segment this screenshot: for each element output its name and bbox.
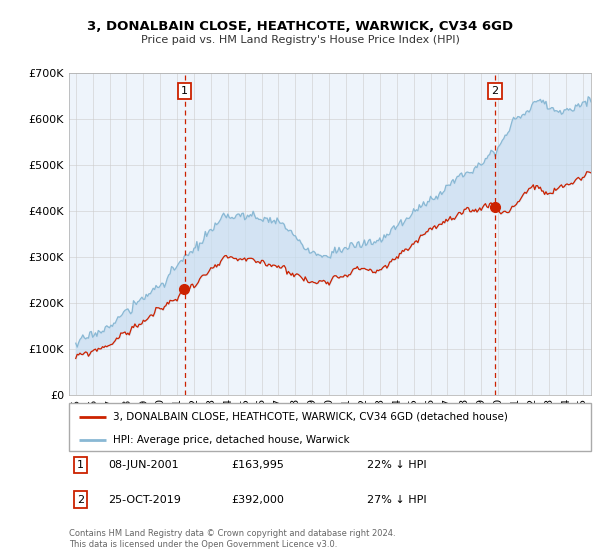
- Text: 3, DONALBAIN CLOSE, HEATHCOTE, WARWICK, CV34 6GD (detached house): 3, DONALBAIN CLOSE, HEATHCOTE, WARWICK, …: [113, 412, 508, 422]
- Text: 2: 2: [491, 86, 499, 96]
- Text: 27% ↓ HPI: 27% ↓ HPI: [367, 494, 426, 505]
- Text: Contains HM Land Registry data © Crown copyright and database right 2024.
This d: Contains HM Land Registry data © Crown c…: [69, 529, 395, 549]
- Text: HPI: Average price, detached house, Warwick: HPI: Average price, detached house, Warw…: [113, 435, 350, 445]
- FancyBboxPatch shape: [69, 403, 591, 451]
- Text: 1: 1: [77, 460, 84, 470]
- Text: £392,000: £392,000: [231, 494, 284, 505]
- Text: Price paid vs. HM Land Registry's House Price Index (HPI): Price paid vs. HM Land Registry's House …: [140, 35, 460, 45]
- Text: £163,995: £163,995: [231, 460, 284, 470]
- Text: 3, DONALBAIN CLOSE, HEATHCOTE, WARWICK, CV34 6GD: 3, DONALBAIN CLOSE, HEATHCOTE, WARWICK, …: [87, 20, 513, 32]
- Text: 08-JUN-2001: 08-JUN-2001: [108, 460, 179, 470]
- Text: 22% ↓ HPI: 22% ↓ HPI: [367, 460, 426, 470]
- Text: 25-OCT-2019: 25-OCT-2019: [108, 494, 181, 505]
- Text: 1: 1: [181, 86, 188, 96]
- Text: 2: 2: [77, 494, 84, 505]
